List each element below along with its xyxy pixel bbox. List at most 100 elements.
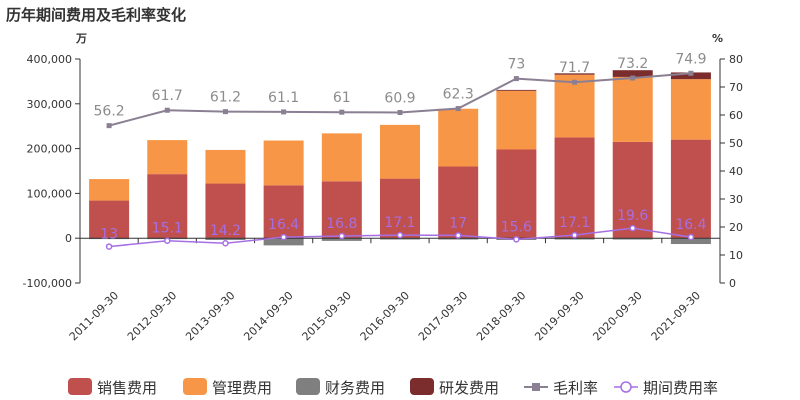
label-gross-margin: 61.1 bbox=[268, 90, 299, 106]
legend-period-rate-swatch-marker bbox=[620, 381, 632, 393]
right-axis-tick-label: 10 bbox=[729, 249, 743, 262]
marker-gross-margin bbox=[455, 106, 461, 112]
legend-admin[interactable]: 管理费用 bbox=[183, 378, 272, 397]
bar-admin bbox=[670, 79, 711, 140]
bar-admin bbox=[438, 108, 479, 167]
right-axis-tick-label: 40 bbox=[729, 165, 743, 178]
bar-rd bbox=[612, 70, 653, 77]
left-axis-unit: 万 bbox=[75, 32, 87, 45]
label-period-rate: 17.1 bbox=[384, 215, 415, 231]
label-period-rate: 15.6 bbox=[501, 219, 532, 235]
bar-finance bbox=[380, 238, 420, 240]
label-gross-margin: 73.2 bbox=[617, 56, 648, 72]
bar-sales bbox=[89, 200, 130, 239]
x-axis-tick-label: 2021-09-30 bbox=[649, 289, 703, 343]
legend-sales[interactable]: 销售费用 bbox=[68, 378, 157, 397]
label-period-rate: 19.6 bbox=[617, 208, 648, 224]
legend-admin-label: 管理费用 bbox=[212, 379, 272, 397]
right-axis-tick-label: 20 bbox=[729, 221, 743, 234]
label-gross-margin: 74.9 bbox=[675, 51, 706, 67]
label-gross-margin: 60.9 bbox=[384, 90, 415, 106]
x-axis-tick-label: 2013-09-30 bbox=[183, 289, 237, 343]
legend-finance[interactable]: 财务费用 bbox=[296, 378, 385, 397]
x-axis-tick-label: 2012-09-30 bbox=[125, 289, 179, 343]
marker-period-rate bbox=[454, 232, 462, 239]
marker-period-rate bbox=[396, 231, 404, 239]
marker-gross-margin bbox=[513, 76, 519, 82]
label-period-rate: 16.4 bbox=[268, 217, 299, 233]
label-gross-margin: 61.7 bbox=[152, 88, 183, 104]
marker-period-rate bbox=[513, 236, 520, 243]
label-gross-margin: 61 bbox=[333, 90, 351, 106]
marker-period-rate bbox=[687, 233, 695, 241]
legend-period-rate[interactable]: 期间费用率 bbox=[614, 379, 718, 397]
legend-admin-swatch bbox=[183, 378, 207, 395]
marker-period-rate bbox=[338, 232, 346, 240]
bar-sales bbox=[147, 174, 188, 239]
label-gross-margin: 62.3 bbox=[443, 87, 474, 103]
marker-period-rate bbox=[571, 231, 578, 239]
legend-sales-label: 销售费用 bbox=[97, 379, 157, 397]
marker-gross-margin bbox=[339, 109, 345, 115]
bar-sales bbox=[612, 141, 653, 239]
label-period-rate: 17.1 bbox=[559, 215, 590, 231]
left-axis-tick-label: 200,000 bbox=[27, 143, 73, 156]
x-axis-tick-label: 2015-09-30 bbox=[300, 289, 354, 343]
right-axis-tick-label: 80 bbox=[729, 53, 743, 66]
bar-admin bbox=[554, 74, 595, 138]
bar-admin bbox=[147, 140, 188, 175]
left-axis-tick-label: -100,000 bbox=[23, 277, 72, 290]
right-axis-unit: % bbox=[712, 32, 723, 45]
bar-admin bbox=[321, 133, 362, 182]
lines bbox=[105, 70, 695, 250]
legend-finance-label: 财务费用 bbox=[325, 379, 385, 397]
left-axis-tick-label: 0 bbox=[65, 232, 72, 245]
marker-gross-margin bbox=[164, 107, 170, 113]
marker-gross-margin bbox=[106, 123, 112, 129]
bar-rd bbox=[496, 89, 537, 91]
bar-finance bbox=[205, 238, 246, 240]
bar-sales bbox=[496, 149, 537, 239]
label-period-rate: 14.2 bbox=[210, 223, 241, 239]
legend-period-rate-label: 期间费用率 bbox=[643, 379, 718, 397]
bar-sales bbox=[205, 183, 246, 239]
label-period-rate: 13 bbox=[100, 227, 118, 243]
bar-admin bbox=[496, 90, 537, 150]
marker-gross-margin bbox=[572, 79, 578, 85]
marker-gross-margin bbox=[630, 75, 636, 81]
right-axis-tick-label: 0 bbox=[729, 277, 736, 290]
x-axis-tick-label: 2018-09-30 bbox=[474, 289, 528, 343]
right-axis-tick-label: 30 bbox=[729, 193, 743, 206]
left-axis-tick-label: 400,000 bbox=[27, 53, 73, 66]
bar-sales bbox=[380, 178, 420, 239]
legend-gross-margin[interactable]: 毛利率 bbox=[524, 379, 598, 397]
bar-finance bbox=[321, 238, 362, 241]
label-period-rate: 15.1 bbox=[152, 221, 183, 237]
label-gross-margin: 71.7 bbox=[559, 60, 590, 76]
chart-title: 历年期间费用及毛利率变化 bbox=[6, 6, 186, 24]
bar-finance bbox=[263, 238, 304, 246]
left-axis-tick-label: 100,000 bbox=[27, 187, 73, 200]
bar-rd bbox=[670, 72, 711, 80]
right-axis-tick-label: 60 bbox=[729, 109, 743, 122]
left-axis-tick-label: 300,000 bbox=[27, 98, 73, 111]
right-axis-tick-label: 70 bbox=[729, 81, 743, 94]
bar-admin bbox=[263, 140, 304, 186]
bar-finance bbox=[670, 238, 711, 245]
legend-rd[interactable]: 研发费用 bbox=[410, 378, 499, 397]
marker-gross-margin bbox=[281, 109, 287, 115]
bar-admin bbox=[89, 179, 130, 201]
bar-sales bbox=[670, 139, 711, 239]
x-axis-tick-label: 2014-09-30 bbox=[241, 289, 295, 343]
bar-finance bbox=[612, 238, 653, 240]
marker-period-rate bbox=[280, 233, 287, 241]
legend[interactable]: 销售费用 管理费用 财务费用 研发费用 毛利率 期间费用率 bbox=[68, 378, 718, 397]
x-axis-tick-label: 2016-09-30 bbox=[358, 289, 412, 343]
bar-finance bbox=[554, 238, 595, 240]
marker-gross-margin bbox=[397, 109, 403, 115]
label-gross-margin: 56.2 bbox=[94, 104, 125, 120]
bars bbox=[89, 70, 711, 246]
label-period-rate: 16.4 bbox=[675, 217, 706, 233]
